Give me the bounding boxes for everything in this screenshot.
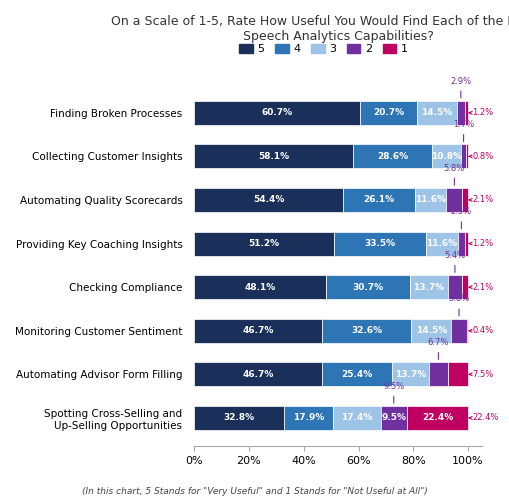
Bar: [464, 231, 467, 256]
Bar: [194, 144, 353, 168]
Text: 9.5%: 9.5%: [382, 382, 404, 403]
Text: 26.1%: 26.1%: [363, 195, 394, 204]
Text: 20.7%: 20.7%: [373, 108, 404, 117]
Bar: [353, 144, 431, 168]
Bar: [194, 188, 343, 212]
Text: 25.4%: 25.4%: [341, 370, 372, 379]
Bar: [416, 101, 456, 125]
Bar: [457, 231, 464, 256]
Text: 46.7%: 46.7%: [242, 326, 273, 335]
Bar: [322, 319, 411, 343]
Text: 14.5%: 14.5%: [415, 326, 446, 335]
Bar: [409, 275, 447, 299]
Text: 60.7%: 60.7%: [261, 108, 292, 117]
Text: 17.4%: 17.4%: [341, 413, 372, 422]
Text: 2.1%: 2.1%: [468, 283, 492, 292]
Text: 1.2%: 1.2%: [468, 239, 492, 248]
Bar: [465, 144, 467, 168]
Text: 51.2%: 51.2%: [248, 239, 279, 248]
Text: 54.4%: 54.4%: [252, 195, 284, 204]
Bar: [462, 188, 467, 212]
Text: 1.7%: 1.7%: [452, 120, 473, 142]
Text: 46.7%: 46.7%: [242, 370, 273, 379]
Bar: [391, 362, 429, 386]
Text: 5.8%: 5.8%: [443, 164, 464, 185]
Text: 30.7%: 30.7%: [352, 283, 383, 292]
Text: 0.4%: 0.4%: [468, 326, 492, 335]
Title: On a Scale of 1-5, Rate How Useful You Would Find Each of the Following
Speech A: On a Scale of 1-5, Rate How Useful You W…: [110, 15, 509, 43]
Bar: [194, 319, 322, 343]
Bar: [466, 319, 467, 343]
Text: 28.6%: 28.6%: [376, 152, 407, 161]
Text: 22.4%: 22.4%: [468, 413, 498, 422]
Bar: [426, 231, 457, 256]
Bar: [447, 362, 467, 386]
Text: 2.9%: 2.9%: [449, 77, 470, 98]
Bar: [462, 275, 467, 299]
Text: 6.7%: 6.7%: [427, 338, 448, 360]
Bar: [380, 406, 406, 430]
Bar: [194, 275, 325, 299]
Text: 33.5%: 33.5%: [364, 239, 395, 248]
Text: 10.8%: 10.8%: [430, 152, 461, 161]
Text: 13.7%: 13.7%: [412, 283, 443, 292]
Text: 7.5%: 7.5%: [468, 370, 493, 379]
Bar: [431, 144, 460, 168]
Bar: [194, 231, 334, 256]
Text: 2.1%: 2.1%: [468, 195, 492, 204]
Bar: [194, 406, 284, 430]
Text: 14.5%: 14.5%: [420, 108, 452, 117]
Bar: [411, 319, 450, 343]
Bar: [429, 362, 447, 386]
Bar: [322, 362, 391, 386]
Text: 13.7%: 13.7%: [394, 370, 425, 379]
Bar: [343, 188, 414, 212]
Text: 2.5%: 2.5%: [450, 207, 471, 229]
Text: 1.2%: 1.2%: [468, 108, 492, 117]
Bar: [464, 101, 467, 125]
Legend: 5, 4, 3, 2, 1: 5, 4, 3, 2, 1: [235, 40, 412, 59]
Bar: [447, 275, 462, 299]
Text: 58.1%: 58.1%: [258, 152, 289, 161]
Text: 5.4%: 5.4%: [443, 251, 465, 273]
Bar: [194, 101, 360, 125]
Bar: [414, 188, 445, 212]
Text: 9.5%: 9.5%: [381, 413, 406, 422]
Text: (In this chart, 5 Stands for "Very Useful" and 1 Stands for "Not Useful at All"): (In this chart, 5 Stands for "Very Usefu…: [82, 487, 427, 496]
Bar: [334, 231, 426, 256]
Text: 32.6%: 32.6%: [351, 326, 382, 335]
Bar: [194, 362, 322, 386]
Text: 32.8%: 32.8%: [223, 413, 254, 422]
Text: 11.6%: 11.6%: [426, 239, 457, 248]
Text: 48.1%: 48.1%: [244, 283, 275, 292]
Bar: [325, 275, 409, 299]
Bar: [456, 101, 464, 125]
Text: 22.4%: 22.4%: [421, 413, 452, 422]
Text: 0.8%: 0.8%: [468, 152, 493, 161]
Bar: [406, 406, 467, 430]
Bar: [360, 101, 416, 125]
Bar: [450, 319, 466, 343]
Bar: [460, 144, 465, 168]
Bar: [284, 406, 332, 430]
Bar: [445, 188, 462, 212]
Text: 11.6%: 11.6%: [414, 195, 445, 204]
Bar: [332, 406, 380, 430]
Text: 5.8%: 5.8%: [447, 295, 469, 316]
Text: 17.9%: 17.9%: [292, 413, 324, 422]
